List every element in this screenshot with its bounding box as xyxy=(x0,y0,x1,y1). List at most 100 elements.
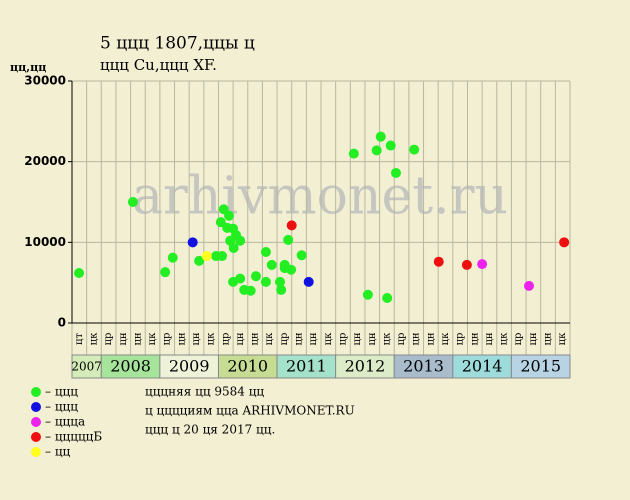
legend-marker xyxy=(31,417,41,427)
point xyxy=(266,259,277,270)
point xyxy=(276,284,287,295)
column-label: цн xyxy=(118,332,129,345)
point xyxy=(235,235,246,246)
column-label: цн xyxy=(543,332,554,345)
column-label: цк xyxy=(147,332,158,345)
column-label: цн xyxy=(250,332,261,345)
legend-marker xyxy=(31,447,41,457)
point xyxy=(74,267,85,278)
year-label: 2014 xyxy=(462,357,503,376)
y-tick-label: 10000 xyxy=(24,235,66,249)
point xyxy=(390,167,401,178)
legend-label: – ццц xyxy=(45,400,78,414)
column-label: цк xyxy=(440,332,451,345)
year-label: 2013 xyxy=(403,357,444,376)
column-label: цк xyxy=(323,332,334,345)
year-label: 2007 xyxy=(71,360,102,374)
legend-label: – цц xyxy=(45,445,71,459)
point xyxy=(409,144,420,155)
point xyxy=(250,271,261,282)
point xyxy=(523,280,534,291)
point xyxy=(187,237,198,248)
column-label: цр xyxy=(396,333,407,346)
y-tick-label: 0 xyxy=(58,316,66,330)
column-label: цн xyxy=(528,332,539,345)
point xyxy=(235,273,246,284)
column-label: цн xyxy=(469,332,480,345)
legend-label: – цццa xyxy=(45,415,85,429)
point xyxy=(216,251,227,262)
column-label: цр xyxy=(513,333,524,346)
note: ц цццциям ццa ARHIVMONET.RU xyxy=(145,404,355,418)
legend-label: – цццццБ xyxy=(45,430,102,444)
point xyxy=(382,292,393,303)
point xyxy=(245,285,256,296)
column-label: цн xyxy=(132,332,143,345)
point xyxy=(348,148,359,159)
column-label: цр xyxy=(162,333,173,346)
column-label: цк xyxy=(499,332,510,345)
point xyxy=(201,251,212,262)
column-label: цн xyxy=(484,332,495,345)
point xyxy=(228,242,239,253)
column-label: цн xyxy=(235,332,246,345)
legend-marker xyxy=(31,432,41,442)
note: цццняя цц 9584 цц xyxy=(145,385,264,399)
year-label: 2012 xyxy=(345,357,386,376)
column-label: цр xyxy=(103,333,114,346)
year-label: 2008 xyxy=(110,357,151,376)
column-label: цк xyxy=(88,332,99,345)
column-label: цн xyxy=(425,332,436,345)
point xyxy=(260,247,271,258)
point xyxy=(194,255,205,266)
column-label: цк xyxy=(557,332,568,345)
chart-subtitle: ццц Cu,ццц XF. xyxy=(100,56,217,74)
year-label: 2015 xyxy=(520,357,561,376)
point xyxy=(296,250,307,261)
point xyxy=(362,289,373,300)
column-label: цк xyxy=(381,332,392,345)
legend-label: – ццц xyxy=(45,385,78,399)
column-label: цн xyxy=(294,332,305,345)
column-label: цр xyxy=(455,333,466,346)
column-label: цн xyxy=(367,332,378,345)
point xyxy=(303,276,314,287)
legend-marker xyxy=(31,387,41,397)
point xyxy=(215,217,226,228)
column-label: цр xyxy=(220,333,231,346)
point xyxy=(283,234,294,245)
column-label: цн xyxy=(176,332,187,345)
column-label: цт xyxy=(74,333,85,345)
column-label: цк xyxy=(206,332,217,345)
y-tick-label: 30000 xyxy=(24,74,66,88)
column-label: цк xyxy=(264,332,275,345)
point xyxy=(160,267,171,278)
point xyxy=(385,140,396,151)
column-label: цн xyxy=(191,332,202,345)
point xyxy=(433,256,444,267)
note: ццц ц 20 ця 2017 цц. xyxy=(145,423,275,437)
point xyxy=(286,220,297,231)
column-label: цн xyxy=(411,332,422,345)
point xyxy=(224,210,235,221)
column-label: цр xyxy=(337,333,348,346)
watermark: arhivmonet.ru xyxy=(132,167,508,227)
legend-marker xyxy=(31,402,41,412)
year-label: 2011 xyxy=(286,357,327,376)
year-box xyxy=(510,354,571,379)
point xyxy=(127,197,138,207)
point xyxy=(371,145,382,156)
point xyxy=(559,237,570,248)
y-tick-label: 20000 xyxy=(24,154,66,168)
point xyxy=(375,131,386,142)
year-label: 2009 xyxy=(169,357,210,376)
point xyxy=(260,276,271,287)
point xyxy=(286,264,297,275)
column-label: цн xyxy=(352,332,363,345)
column-label: цр xyxy=(279,333,290,346)
chart-title: 5 ццц 1807,ццы ц xyxy=(100,34,255,54)
column-label: цн xyxy=(308,332,319,345)
y-axis-label: цц,цц xyxy=(10,61,46,74)
point xyxy=(274,276,285,287)
